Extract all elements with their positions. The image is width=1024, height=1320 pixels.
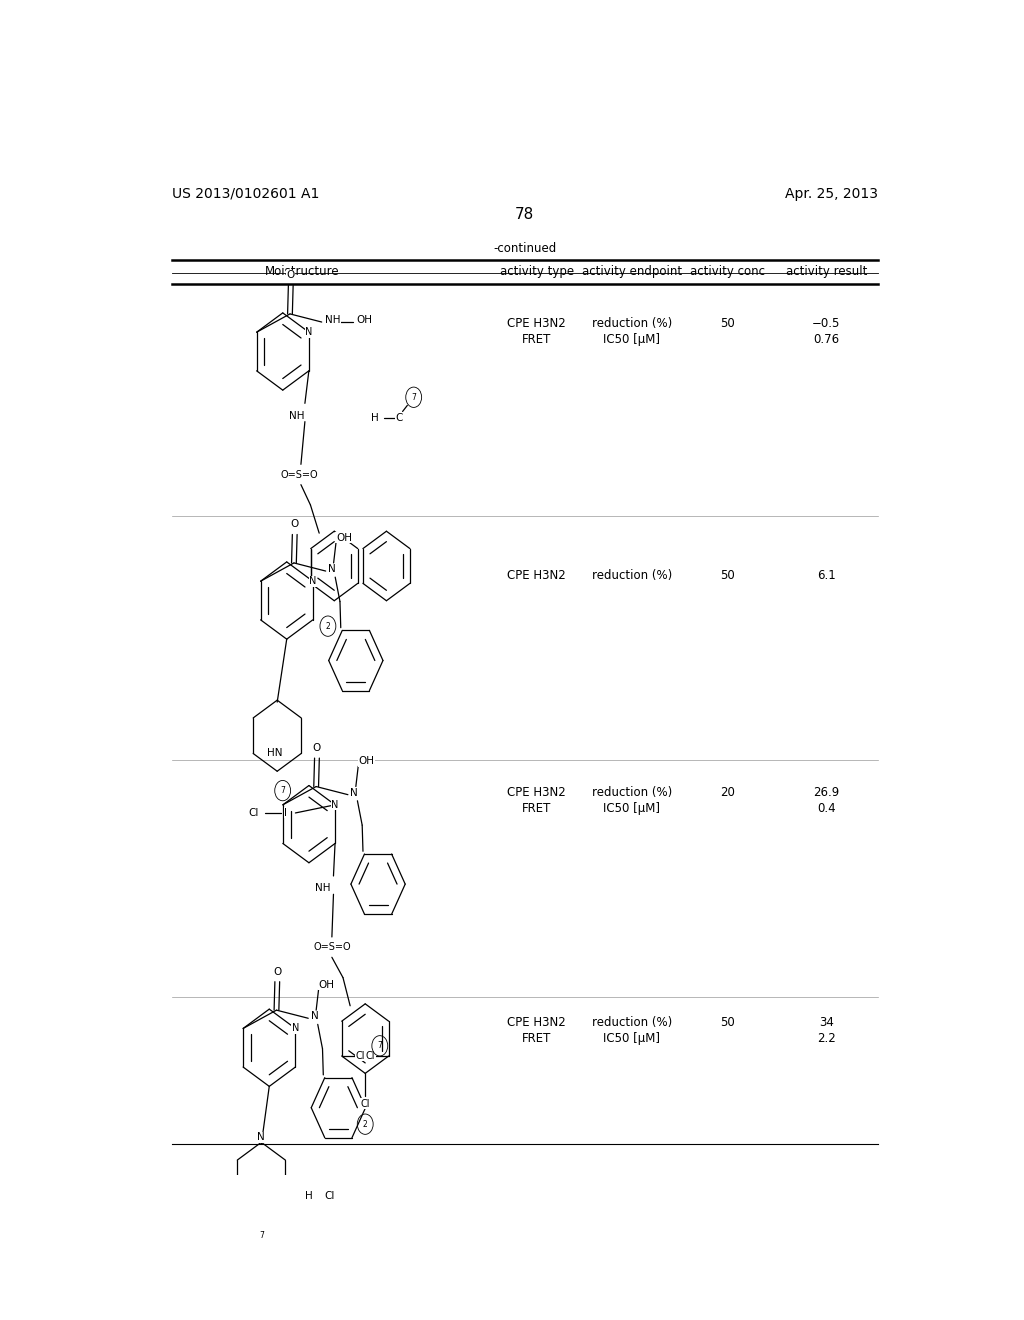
Text: -continued: -continued: [494, 242, 556, 255]
Text: 7: 7: [281, 787, 285, 795]
Text: 50: 50: [720, 569, 734, 582]
Text: −0.5: −0.5: [812, 317, 841, 330]
Text: reduction (%): reduction (%): [592, 787, 672, 799]
Text: OH: OH: [336, 532, 352, 543]
Text: activity type: activity type: [500, 265, 573, 279]
Text: N: N: [292, 1023, 299, 1034]
Text: 50: 50: [720, 1016, 734, 1028]
Text: N: N: [310, 1011, 318, 1022]
Text: OH: OH: [358, 756, 374, 766]
Text: N: N: [332, 800, 339, 810]
Text: reduction (%): reduction (%): [592, 569, 672, 582]
Text: NH: NH: [314, 883, 330, 894]
Text: 7: 7: [259, 1232, 264, 1241]
Text: 6.1: 6.1: [817, 569, 836, 582]
Text: activity endpoint: activity endpoint: [582, 265, 682, 279]
Text: N: N: [309, 577, 316, 586]
Text: activity conc: activity conc: [690, 265, 765, 279]
Text: O=S=O: O=S=O: [313, 942, 350, 952]
Text: 26.9: 26.9: [813, 787, 840, 799]
Text: 7: 7: [412, 393, 416, 401]
Text: US 2013/0102601 A1: US 2013/0102601 A1: [172, 187, 319, 201]
Text: N: N: [305, 327, 312, 337]
Text: NH: NH: [289, 411, 305, 421]
Text: Cl: Cl: [355, 1051, 365, 1061]
Text: CPE H3N2: CPE H3N2: [507, 787, 566, 799]
Text: IC50 [μM]: IC50 [μM]: [603, 803, 660, 816]
Text: reduction (%): reduction (%): [592, 317, 672, 330]
Text: HN: HN: [267, 748, 283, 759]
Text: O=S=O: O=S=O: [281, 470, 318, 479]
Text: O: O: [291, 519, 299, 529]
Text: 2: 2: [362, 1119, 368, 1129]
Text: FRET: FRET: [522, 1032, 551, 1045]
Text: 2.2: 2.2: [817, 1032, 836, 1045]
Text: Cl: Cl: [360, 1098, 370, 1109]
Text: CPE H3N2: CPE H3N2: [507, 1016, 566, 1028]
Text: 0.76: 0.76: [813, 333, 840, 346]
Text: C: C: [395, 413, 403, 422]
Text: O: O: [287, 271, 295, 280]
Text: Cl: Cl: [366, 1051, 375, 1061]
Text: 7: 7: [378, 1041, 382, 1051]
Text: 2: 2: [326, 622, 331, 631]
Text: 20: 20: [720, 787, 734, 799]
Text: I: I: [285, 808, 288, 818]
Text: IC50 [μM]: IC50 [μM]: [603, 1032, 660, 1045]
Text: H: H: [371, 413, 379, 422]
Text: 0.4: 0.4: [817, 803, 836, 816]
Text: O: O: [312, 743, 322, 752]
Text: FRET: FRET: [522, 333, 551, 346]
Text: reduction (%): reduction (%): [592, 1016, 672, 1028]
Text: OH: OH: [318, 979, 335, 990]
Text: CPE H3N2: CPE H3N2: [507, 317, 566, 330]
Text: NH: NH: [325, 315, 341, 325]
Text: O: O: [273, 966, 282, 977]
Text: 50: 50: [720, 317, 734, 330]
Text: N: N: [350, 788, 358, 797]
Text: Moistructure: Moistructure: [265, 265, 340, 279]
Text: H: H: [305, 1191, 312, 1201]
Text: activity result: activity result: [785, 265, 867, 279]
Text: CPE H3N2: CPE H3N2: [507, 569, 566, 582]
Text: 34: 34: [819, 1016, 834, 1028]
Text: Cl: Cl: [325, 1191, 335, 1201]
Text: N: N: [257, 1133, 265, 1142]
Text: Apr. 25, 2013: Apr. 25, 2013: [785, 187, 878, 201]
Text: 78: 78: [515, 207, 535, 222]
Text: FRET: FRET: [522, 803, 551, 816]
Text: N: N: [328, 564, 336, 574]
Text: IC50 [μM]: IC50 [μM]: [603, 333, 660, 346]
Text: Cl: Cl: [249, 808, 259, 818]
Text: OH: OH: [356, 315, 373, 325]
